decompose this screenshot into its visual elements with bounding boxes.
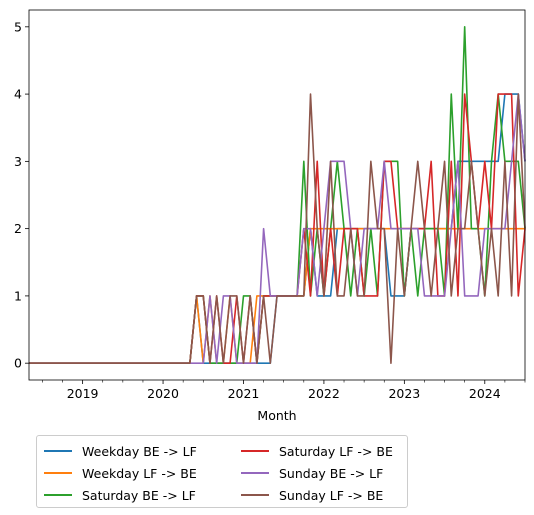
line-chart: 0 1 2 3 4 5 2019 2020 2021 2022 2023 2024 Month	[14, 9, 526, 423]
legend-item: Sunday LF -> BE	[241, 486, 383, 504]
legend-swatch	[44, 494, 72, 496]
y-tick-label: 0	[14, 356, 22, 371]
plot-frame	[28, 9, 526, 381]
legend-label: Weekday LF -> BE	[82, 465, 197, 481]
legend-item: Sunday BE -> LF	[241, 464, 383, 482]
legend-swatch	[44, 472, 72, 474]
legend-swatch	[241, 450, 269, 452]
legend-label: Saturday LF -> BE	[279, 443, 393, 459]
legend-item: Weekday BE -> LF	[44, 442, 197, 460]
legend-swatch	[241, 472, 269, 474]
chart-legend: Weekday BE -> LF Weekday LF -> BE Saturday…	[36, 435, 408, 508]
series-layer	[29, 26, 526, 364]
legend-label: Saturday BE -> LF	[82, 487, 196, 503]
x-tick-label: 2024	[469, 386, 501, 401]
x-tick-label: 2022	[308, 386, 340, 401]
y-tick-label: 3	[14, 154, 22, 169]
y-tick-label: 4	[14, 87, 22, 102]
x-tick-label: 2019	[67, 386, 99, 401]
x-tick-label: 2020	[147, 386, 179, 401]
y-tick-label: 2	[14, 221, 22, 236]
legend-label: Weekday BE -> LF	[82, 443, 197, 459]
legend-item: Saturday LF -> BE	[241, 442, 393, 460]
x-tick-label: 2021	[228, 386, 260, 401]
y-axis: 0 1 2 3 4 5	[14, 19, 29, 371]
series-line-5	[29, 93, 526, 364]
x-tick-label: 2023	[388, 386, 420, 401]
legend-label: Sunday BE -> LF	[279, 465, 384, 481]
legend-item: Saturday BE -> LF	[44, 486, 196, 504]
x-axis: 2019 2020 2021 2022 2023 2024	[42, 380, 526, 401]
legend-swatch	[241, 494, 269, 496]
x-axis-label: Month	[257, 408, 296, 423]
legend-item: Weekday LF -> BE	[44, 464, 197, 482]
legend-label: Sunday LF -> BE	[279, 487, 384, 503]
plot-area	[29, 10, 525, 380]
y-tick-label: 1	[14, 288, 22, 303]
legend-swatch	[44, 450, 72, 452]
y-tick-label: 5	[14, 19, 22, 34]
